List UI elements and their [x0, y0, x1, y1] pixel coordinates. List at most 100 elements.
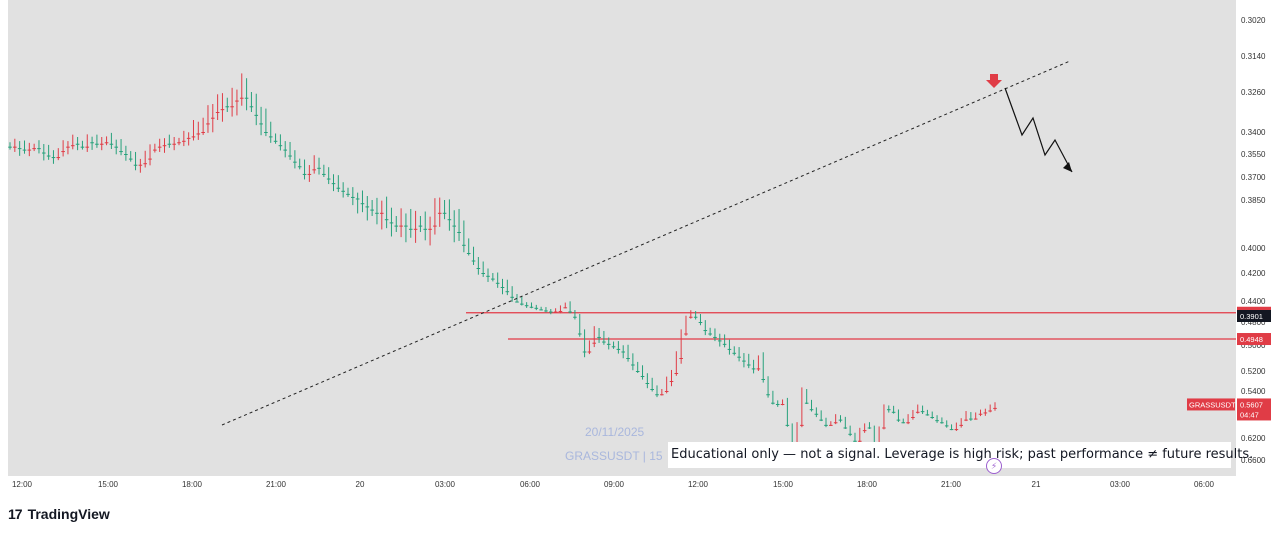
candle [259, 123, 263, 125]
candle [751, 368, 756, 370]
date-watermark: 20/11/2025 [585, 425, 645, 439]
candle [466, 253, 471, 254]
candle [235, 100, 239, 102]
candle [346, 193, 350, 195]
candle [312, 169, 316, 171]
candle [674, 373, 679, 374]
candle [587, 351, 592, 353]
candle [944, 425, 949, 427]
price-tick-label: 0.6600 [1241, 456, 1266, 465]
candle [640, 376, 645, 377]
candle [476, 268, 481, 269]
candle [157, 146, 162, 148]
countdown-tag: 04:47 [1240, 410, 1259, 419]
candle [75, 143, 80, 145]
candle [104, 142, 109, 144]
candle [964, 419, 968, 421]
candle [326, 178, 331, 180]
candle [746, 364, 751, 366]
symbol-tag-bg [1187, 398, 1235, 411]
candle [722, 343, 727, 345]
candle [225, 106, 230, 108]
time-tick-label: 21 [1032, 480, 1041, 489]
candle [41, 152, 46, 154]
candle [37, 148, 41, 150]
time-tick-label: 15:00 [773, 480, 794, 489]
candle [698, 322, 703, 323]
candle [264, 132, 268, 133]
candle [814, 413, 819, 415]
candle [278, 145, 283, 147]
candle [90, 142, 94, 144]
candlestick-chart[interactable]: 0.66000.62000.58000.54000.52000.50000.48… [0, 0, 1280, 492]
candle [379, 212, 384, 214]
price-tick-label: 0.3550 [1241, 150, 1266, 159]
candle [317, 167, 321, 169]
candle [128, 158, 133, 160]
candle [703, 330, 708, 332]
candle [375, 212, 379, 214]
chart-plot-area[interactable] [8, 0, 1236, 492]
candle [915, 411, 920, 413]
price-tick-label: 0.6200 [1241, 434, 1266, 443]
candle [616, 348, 621, 350]
candle [771, 402, 775, 404]
time-tick-label: 06:00 [1194, 480, 1215, 489]
time-axis[interactable] [8, 476, 1236, 492]
candle [351, 196, 355, 198]
candle [679, 358, 683, 359]
candle [283, 149, 288, 151]
candle [853, 440, 857, 442]
tradingview-brand[interactable]: 17 TradingView [8, 506, 110, 522]
candle [766, 394, 770, 396]
candle [244, 97, 249, 99]
candle [978, 413, 983, 415]
disclaimer-note: Educational only — not a signal. Leverag… [668, 442, 1253, 468]
candle [896, 419, 901, 421]
candle [365, 206, 370, 208]
candle [732, 352, 737, 354]
candle [867, 427, 872, 429]
price-tick-label: 0.4400 [1241, 297, 1266, 306]
candle [631, 364, 635, 366]
candle [717, 340, 722, 342]
candle [404, 225, 408, 227]
candle [954, 429, 959, 431]
candle [650, 389, 654, 390]
candle [959, 424, 964, 426]
candle [182, 140, 186, 142]
candle [973, 418, 978, 420]
candle [689, 316, 693, 318]
candle [886, 409, 891, 411]
time-tick-label: 18:00 [182, 480, 203, 489]
price-tick-label: 0.3140 [1241, 52, 1266, 61]
price-tick-label: 0.3020 [1241, 16, 1266, 25]
candle [505, 291, 510, 293]
projection-path [1004, 87, 1073, 173]
lightning-icon[interactable]: ⚡ [986, 458, 1002, 474]
candle [573, 316, 577, 318]
candle [215, 112, 220, 113]
candle [457, 232, 461, 233]
candle [162, 145, 167, 147]
candle [819, 419, 823, 421]
other-price-tag-bg [1237, 310, 1271, 322]
candle [882, 427, 886, 429]
candle [220, 109, 225, 111]
candle [611, 346, 616, 348]
candle [993, 407, 997, 409]
candle [635, 371, 640, 372]
candle [109, 143, 114, 145]
candle [775, 404, 780, 405]
candle [592, 342, 597, 344]
candle [66, 146, 70, 148]
candle [920, 411, 925, 413]
time-tick-label: 21:00 [941, 480, 962, 489]
candle [355, 198, 360, 200]
time-tick-label: 15:00 [98, 480, 119, 489]
candle [780, 404, 785, 405]
candle [413, 228, 418, 230]
level-1-tag: 0.4948 [1240, 335, 1263, 344]
candle [708, 333, 712, 335]
candle [988, 410, 992, 412]
